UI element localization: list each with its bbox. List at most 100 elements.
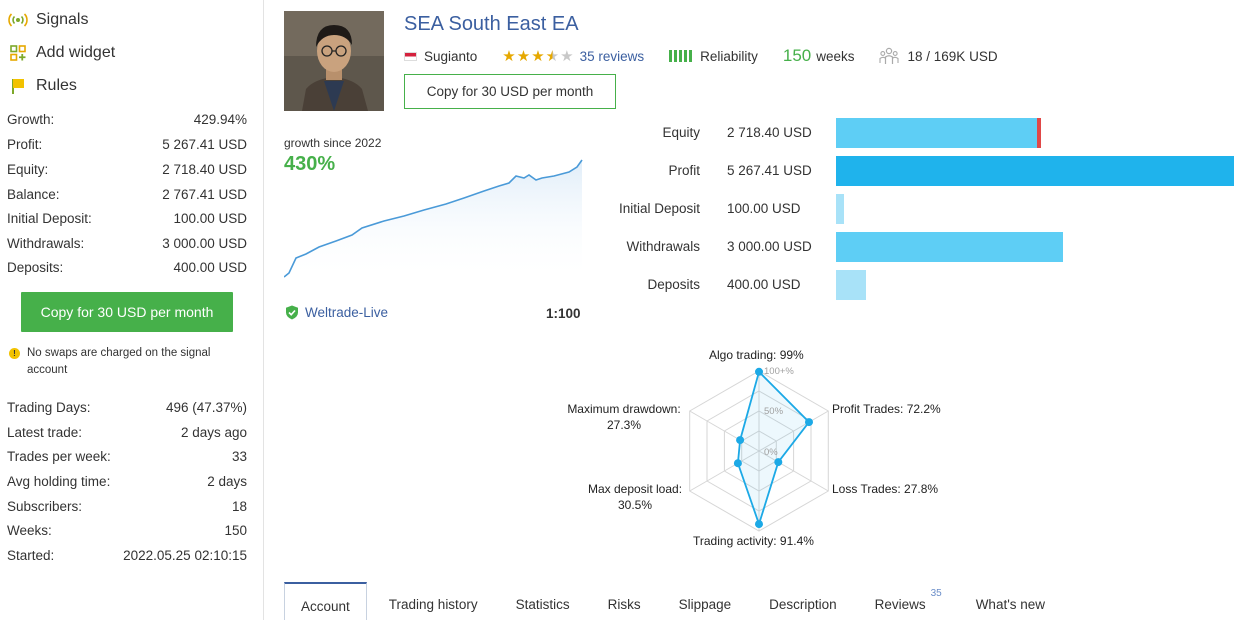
stat-trades-per-week: Trades per week: 33	[7, 446, 247, 466]
stat-value: 33	[231, 448, 247, 464]
stat-label: Trades per week:	[7, 448, 111, 464]
stat-value: 2022.05.25 02:10:15	[123, 547, 247, 563]
sidebar-copy-button[interactable]: Copy for 30 USD per month	[21, 292, 233, 332]
sidebar: Signals Add widget Rules Growth: 429.94% …	[0, 0, 264, 620]
stat-value: 3 000.00 USD	[162, 235, 247, 251]
radar-chart: 100+% 50% 0%	[689, 366, 829, 532]
signal-meta-row: Sugianto ★ ★ ★ ★ ★ 35 reviews Reliability 15…	[404, 46, 998, 66]
tab-slippage[interactable]: Slippage	[679, 582, 732, 620]
stat-equity: Equity: 2 718.40 USD	[7, 159, 247, 179]
stat-value: 496 (47.37%)	[165, 399, 247, 415]
bar-value-initial-deposit: 100.00 USD	[727, 201, 801, 216]
weeks-label: weeks	[816, 48, 855, 64]
tab-description[interactable]: Description	[769, 582, 837, 620]
radar-label-maximum-drawdown-title: Maximum drawdown:	[567, 402, 681, 416]
radar-label-max-deposit-load-title: Max deposit load:	[587, 482, 683, 496]
reviews-link[interactable]: 35 reviews	[579, 48, 645, 64]
tab-label: What's new	[975, 597, 1046, 612]
radar-point	[755, 520, 763, 529]
tab-label: Description	[769, 597, 837, 612]
stat-label: Withdrawals:	[7, 235, 85, 251]
nav-add-widget-label: Add widget	[36, 44, 116, 61]
nav-add-widget[interactable]: Add widget	[7, 42, 115, 64]
bar-label-initial-deposit: Initial Deposit	[618, 201, 700, 216]
signal-broadcast-icon	[7, 11, 29, 29]
tab-label: Risks	[607, 597, 641, 612]
radar-axis	[689, 450, 760, 492]
star-empty-icon: ★	[560, 47, 574, 65]
tab-risks[interactable]: Risks	[608, 582, 641, 620]
stat-value: 150	[224, 522, 247, 538]
radar-label-max-deposit-load: Max deposit load: 30.5%	[583, 481, 687, 513]
stat-subscribers: Subscribers: 18	[7, 496, 247, 516]
broker-link[interactable]: Weltrade-Live	[285, 305, 388, 320]
tab-label: Trading history	[388, 597, 478, 612]
stat-label: Latest trade:	[7, 424, 83, 440]
flag-icon	[7, 77, 29, 95]
radar-label-loss-trades: Loss Trades: 27.8%	[832, 482, 939, 496]
stat-label: Subscribers:	[7, 498, 83, 514]
leverage: 1:100	[546, 306, 581, 321]
stat-label: Weeks:	[7, 522, 52, 538]
stat-label: Started:	[7, 547, 55, 563]
growth-label: growth since 2022	[284, 136, 382, 150]
stat-label: Growth:	[7, 111, 55, 127]
ring-label-0: 0%	[764, 447, 778, 458]
bar-label-equity: Equity	[662, 125, 700, 140]
stat-label: Equity:	[7, 161, 49, 177]
stat-started: Started: 2022.05.25 02:10:15	[7, 545, 247, 565]
bar-value-withdrawals: 3 000.00 USD	[727, 239, 812, 254]
tab-reviews[interactable]: Reviews 35	[874, 582, 942, 620]
stat-value: 2 days ago	[180, 424, 247, 440]
stat-deposits: Deposits: 400.00 USD	[7, 257, 247, 277]
broker-name: Weltrade-Live	[305, 305, 389, 320]
widget-grid-icon	[7, 44, 29, 62]
author-name[interactable]: Sugianto	[424, 48, 478, 64]
stat-label: Deposits:	[7, 259, 64, 275]
tab-whats-new[interactable]: What's new	[976, 582, 1045, 620]
tab-label: Account	[301, 599, 350, 614]
bar-label-profit: Profit	[668, 163, 700, 178]
stat-value: 429.94%	[193, 111, 247, 127]
author-avatar[interactable]	[284, 11, 384, 111]
tab-label: Statistics	[515, 597, 570, 612]
stat-profit: Profit: 5 267.41 USD	[7, 134, 247, 154]
tab-account[interactable]: Account	[284, 582, 367, 620]
stat-label: Profit:	[7, 136, 43, 152]
stat-value: 2 days	[207, 473, 247, 489]
bar-label-deposits: Deposits	[647, 277, 700, 292]
stat-label: Balance:	[7, 186, 60, 202]
nav-rules[interactable]: Rules	[7, 75, 77, 97]
stat-balance: Balance: 2 767.41 USD	[7, 184, 247, 204]
stat-trading-days: Trading Days: 496 (47.37%)	[7, 397, 247, 417]
stat-initial-deposit: Initial Deposit: 100.00 USD	[7, 208, 247, 228]
radar-axis	[758, 410, 829, 452]
radar-label-algo-trading: Algo trading: 99%	[709, 348, 804, 362]
ring-label-100: 100+%	[764, 366, 794, 377]
signal-title[interactable]: SEA South East EA	[404, 13, 579, 35]
nav-signals[interactable]: Signals	[7, 9, 88, 31]
stat-label: Initial Deposit:	[7, 210, 92, 226]
tab-label: Slippage	[678, 597, 732, 612]
reliability-bars-icon	[669, 50, 694, 62]
radar-label-maximum-drawdown-value: 27.3%	[606, 418, 642, 432]
header-copy-button[interactable]: Copy for 30 USD per month	[404, 74, 616, 109]
tab-statistics[interactable]: Statistics	[516, 582, 570, 620]
radar-label-trading-activity: Trading activity: 91.4%	[693, 534, 814, 548]
stat-value: 18	[231, 498, 247, 514]
indonesia-flag-icon	[404, 51, 417, 61]
no-swaps-notice: ! No swaps are charged on the signal acc…	[9, 345, 234, 379]
bar-equity	[836, 118, 1041, 148]
radar-point	[805, 418, 813, 427]
bar-value-profit: 5 267.41 USD	[727, 163, 812, 178]
bar-profit	[836, 156, 1234, 186]
stat-value: 2 718.40 USD	[162, 161, 247, 177]
tab-label: Reviews	[874, 597, 926, 612]
stat-value: 400.00 USD	[173, 259, 247, 275]
ring-label-50: 50%	[764, 406, 784, 417]
tab-trading-history[interactable]: Trading history	[389, 582, 478, 620]
star-full-icon: ★	[531, 47, 545, 65]
rating-stars: ★ ★ ★ ★ ★	[502, 49, 574, 64]
growth-chart	[284, 159, 583, 281]
verified-shield-icon	[285, 305, 299, 320]
